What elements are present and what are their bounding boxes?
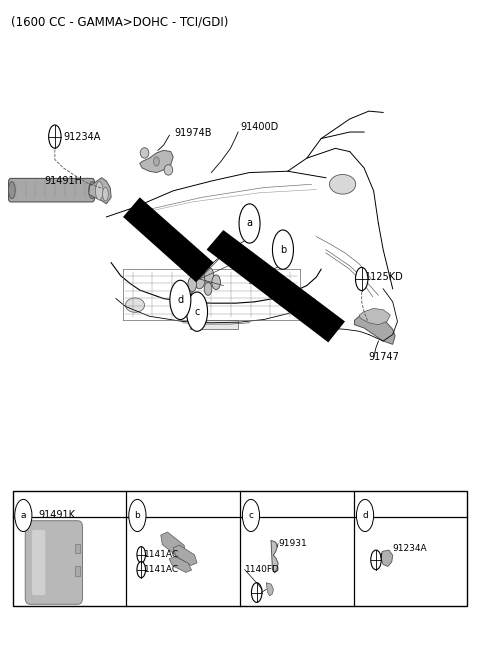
Text: d: d [177, 295, 183, 305]
Text: 91491H: 91491H [44, 176, 83, 186]
Ellipse shape [96, 182, 103, 200]
Polygon shape [360, 308, 390, 325]
Ellipse shape [9, 182, 15, 199]
Ellipse shape [252, 583, 262, 602]
FancyBboxPatch shape [9, 178, 95, 202]
Ellipse shape [212, 275, 220, 289]
Polygon shape [140, 150, 173, 173]
Text: 1125KD: 1125KD [365, 272, 404, 282]
Bar [190, 320, 238, 329]
Ellipse shape [204, 268, 214, 284]
Text: 91234A: 91234A [63, 132, 101, 142]
Bar [75, 544, 80, 554]
Polygon shape [169, 556, 192, 573]
Text: b: b [280, 245, 286, 255]
Text: 91974B: 91974B [174, 129, 212, 138]
Polygon shape [161, 532, 186, 558]
Ellipse shape [188, 277, 197, 291]
Text: (1600 CC - GAMMA>DOHC - TCI/GDI): (1600 CC - GAMMA>DOHC - TCI/GDI) [11, 16, 228, 29]
Text: a: a [21, 511, 26, 520]
Text: b: b [134, 511, 140, 520]
Ellipse shape [48, 125, 61, 148]
Text: 1140FD: 1140FD [245, 565, 280, 574]
Text: 91747: 91747 [369, 352, 400, 362]
Text: 91491K: 91491K [38, 510, 76, 520]
Polygon shape [206, 230, 345, 342]
Polygon shape [271, 541, 278, 573]
Text: 91931: 91931 [278, 539, 307, 548]
Text: a: a [247, 218, 252, 228]
Ellipse shape [89, 182, 96, 199]
Ellipse shape [170, 280, 191, 319]
Text: 91234A: 91234A [393, 544, 427, 552]
Ellipse shape [140, 148, 149, 158]
Ellipse shape [154, 157, 159, 166]
Ellipse shape [329, 174, 356, 194]
Ellipse shape [194, 269, 205, 289]
Ellipse shape [129, 499, 146, 531]
Ellipse shape [164, 165, 173, 175]
FancyBboxPatch shape [32, 530, 45, 595]
Polygon shape [266, 583, 274, 596]
Text: d: d [362, 511, 368, 520]
Text: 1141AC: 1141AC [144, 565, 179, 574]
Ellipse shape [137, 546, 145, 563]
Text: 91400D: 91400D [240, 122, 278, 132]
Ellipse shape [242, 499, 260, 531]
Text: 1141AC: 1141AC [144, 550, 179, 559]
Ellipse shape [273, 230, 293, 269]
Ellipse shape [371, 550, 381, 569]
Ellipse shape [125, 298, 144, 312]
Polygon shape [355, 315, 395, 344]
Ellipse shape [137, 562, 145, 578]
Ellipse shape [357, 499, 373, 531]
Polygon shape [381, 550, 393, 566]
Bar [75, 566, 80, 576]
Ellipse shape [204, 282, 212, 295]
Polygon shape [173, 545, 197, 565]
Ellipse shape [356, 268, 368, 291]
Polygon shape [123, 197, 214, 282]
Ellipse shape [239, 204, 260, 243]
Ellipse shape [187, 292, 207, 331]
FancyBboxPatch shape [25, 521, 83, 604]
Bar [13, 491, 467, 605]
Text: c: c [249, 511, 253, 520]
Polygon shape [89, 178, 111, 204]
Ellipse shape [15, 499, 32, 531]
Text: c: c [194, 306, 200, 317]
Ellipse shape [103, 187, 108, 201]
